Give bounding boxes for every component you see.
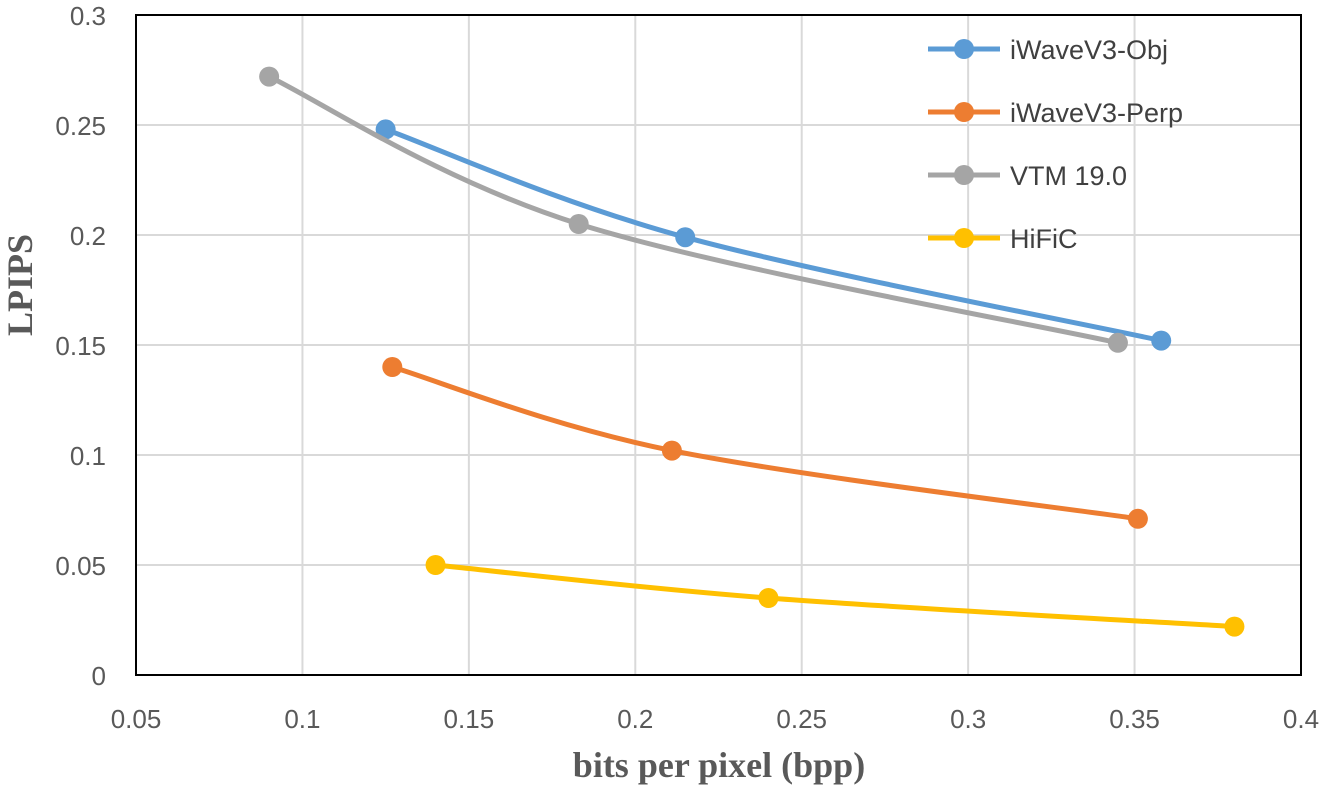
legend-swatch-marker <box>954 39 974 59</box>
x-tick-label: 0.4 <box>1283 704 1319 734</box>
x-tick-label: 0.2 <box>617 704 653 734</box>
x-tick-label: 0.15 <box>444 704 495 734</box>
y-tick-label: 0.1 <box>70 441 106 471</box>
grid <box>135 14 1302 676</box>
data-point-iwavev3-obj <box>375 119 396 140</box>
plot-area-border <box>135 14 1302 676</box>
x-tick-label: 0.35 <box>1109 704 1160 734</box>
legend-swatch-marker <box>954 165 974 185</box>
series-layer <box>259 66 1245 637</box>
legend-label: HiFiC <box>1010 224 1078 254</box>
series-line-iwavev3-obj <box>383 126 1164 344</box>
legend: iWaveV3-Obj iWaveV3-Perp VTM 19.0 HiFiC <box>928 35 1183 254</box>
series-line-hific <box>433 562 1237 630</box>
series-line-iwavev3-perp <box>389 364 1141 522</box>
data-point-hific <box>425 555 446 575</box>
series-iwavev3-obj <box>375 119 1172 351</box>
legend-item-iwavev3-obj: iWaveV3-Obj <box>928 35 1168 65</box>
series-line-vtm-19-0 <box>266 74 1121 346</box>
legend-swatch-marker <box>954 228 974 248</box>
data-point-iwavev3-perp <box>382 357 403 377</box>
y-tick-label: 0.05 <box>55 551 106 581</box>
y-axis-ticks: 0 0.05 0.1 0.15 0.2 0.25 0.3 <box>55 1 106 691</box>
legend-swatch-marker <box>954 102 974 122</box>
y-tick-label: 0 <box>92 661 106 691</box>
data-point-iwavev3-obj <box>1151 330 1172 351</box>
data-point-vtm-19-0 <box>259 66 280 87</box>
legend-label: VTM 19.0 <box>1010 161 1127 191</box>
x-tick-label: 0.1 <box>284 704 320 734</box>
y-axis-label: LPIPS <box>0 234 40 336</box>
series-hific <box>425 555 1245 637</box>
data-point-iwavev3-perp <box>661 440 682 461</box>
y-tick-label: 0.25 <box>55 111 106 141</box>
legend-item-iwavev3-perp: iWaveV3-Perp <box>928 98 1183 128</box>
x-tick-label: 0.3 <box>950 704 986 734</box>
legend-label: iWaveV3-Obj <box>1010 35 1168 65</box>
y-tick-label: 0.3 <box>70 1 106 31</box>
legend-item-hific: HiFiC <box>928 224 1078 254</box>
x-axis-label: bits per pixel (bpp) <box>573 745 865 785</box>
series-iwavev3-perp <box>382 357 1148 529</box>
series-vtm-19-0 <box>259 66 1128 353</box>
data-point-iwavev3-obj <box>675 227 696 248</box>
data-point-vtm-19-0 <box>568 214 589 234</box>
data-point-hific <box>1224 616 1245 637</box>
x-axis-ticks: 0.05 0.1 0.15 0.2 0.25 0.3 0.35 0.4 <box>111 704 1319 734</box>
y-tick-label: 0.15 <box>55 331 106 361</box>
y-tick-label: 0.2 <box>70 221 106 251</box>
data-point-hific <box>758 588 779 608</box>
legend-item-vtm-19-0: VTM 19.0 <box>928 161 1127 191</box>
legend-label: iWaveV3-Perp <box>1010 98 1183 128</box>
data-point-vtm-19-0 <box>1107 332 1128 353</box>
x-tick-label: 0.05 <box>111 704 162 734</box>
data-point-iwavev3-perp <box>1127 508 1148 529</box>
x-tick-label: 0.25 <box>776 704 827 734</box>
